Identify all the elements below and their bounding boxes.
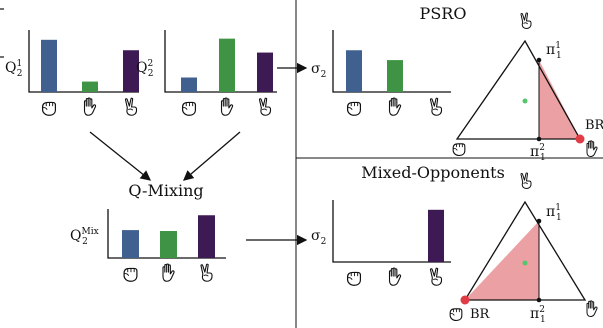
chart-axis-label: σ2 bbox=[311, 228, 326, 247]
chart-axis-label: Q1 2 bbox=[5, 59, 22, 79]
scissors-hand-icon bbox=[429, 267, 443, 286]
chart-axis-label: σ2 bbox=[311, 61, 326, 80]
rock-hand-icon bbox=[41, 101, 57, 116]
psro-br-label: BR bbox=[585, 118, 603, 133]
bar-scissors bbox=[257, 52, 273, 92]
paper-hand-icon bbox=[388, 97, 402, 116]
chart-axis-label: QMix 2 bbox=[70, 227, 99, 247]
bar-rock bbox=[346, 50, 362, 92]
mixed-pi-top: π1 1 bbox=[546, 203, 562, 223]
rock-hand-icon bbox=[452, 143, 466, 157]
psro-pi-top: π1 1 bbox=[546, 41, 562, 61]
scissors-hand-icon bbox=[124, 97, 138, 116]
paper-hand-icon bbox=[586, 300, 598, 318]
mixed-br-label: BR bbox=[470, 307, 491, 322]
center-dot bbox=[522, 98, 528, 104]
bar-paper bbox=[160, 231, 177, 258]
chart-axis bbox=[107, 209, 226, 259]
rock-hand-icon bbox=[449, 308, 463, 322]
simplex-triangle bbox=[455, 39, 582, 140]
bar-scissors bbox=[198, 215, 215, 258]
bar-rock bbox=[41, 39, 57, 92]
chart-axis bbox=[332, 200, 451, 263]
policy-point bbox=[536, 136, 542, 142]
psro-pi-bottom: π2 1 bbox=[530, 143, 546, 163]
mixed-opponents-title: Mixed-Opponents bbox=[361, 163, 505, 182]
chart-sigma-psro: σ2 bbox=[311, 30, 451, 116]
qmixing-label: Q-Mixing bbox=[128, 181, 203, 200]
policy-point bbox=[536, 297, 542, 303]
paper-hand-icon bbox=[162, 263, 175, 282]
bar-paper bbox=[219, 38, 235, 92]
br-dot bbox=[575, 134, 585, 144]
paper-hand-icon bbox=[83, 97, 97, 116]
chart-qmix: QMix 2 bbox=[70, 209, 226, 282]
scissors-hand-icon bbox=[429, 97, 443, 116]
chart-sigma-mixed: σ2 bbox=[311, 200, 451, 286]
chart-axis bbox=[28, 30, 139, 93]
paper-hand-icon bbox=[586, 140, 598, 158]
simplex-mixed bbox=[460, 200, 587, 305]
chart-axis bbox=[332, 30, 451, 93]
simplex-triangle bbox=[463, 200, 587, 301]
scissors-hand-icon bbox=[520, 172, 532, 190]
psro-title: PSRO bbox=[420, 4, 467, 23]
paper-hand-icon bbox=[388, 267, 402, 286]
bar-scissors bbox=[123, 50, 139, 92]
center-dot bbox=[522, 260, 528, 266]
arrow-q2-to-mix bbox=[183, 131, 241, 181]
chart-q2: Q2 2 bbox=[136, 30, 277, 116]
chart-axis bbox=[164, 30, 277, 93]
br-dot bbox=[460, 295, 470, 305]
scissors-hand-icon bbox=[200, 263, 213, 282]
policy-point bbox=[536, 57, 542, 63]
rock-hand-icon bbox=[181, 101, 197, 116]
mixed-pi-bottom: π2 1 bbox=[530, 305, 546, 325]
simplex-psro bbox=[455, 39, 585, 144]
chart-q1: Q1 2 bbox=[5, 30, 139, 116]
arrow-q1-to-mix bbox=[89, 131, 152, 181]
mixed-support-region bbox=[465, 221, 539, 300]
bar-paper bbox=[387, 60, 403, 92]
rock-hand-icon bbox=[346, 101, 362, 116]
paper-hand-icon bbox=[220, 97, 234, 116]
bar-rock bbox=[181, 77, 197, 92]
psro-support-region bbox=[539, 60, 580, 139]
chart-axis-label: Q2 2 bbox=[136, 59, 153, 79]
rock-hand-icon bbox=[123, 267, 138, 282]
policy-point bbox=[536, 218, 542, 224]
scissors-hand-icon bbox=[520, 12, 532, 30]
scissors-hand-icon bbox=[258, 97, 272, 116]
bar-rock bbox=[122, 230, 139, 258]
bar-scissors bbox=[428, 209, 444, 262]
bar-paper bbox=[82, 81, 98, 92]
rock-hand-icon bbox=[346, 271, 362, 286]
